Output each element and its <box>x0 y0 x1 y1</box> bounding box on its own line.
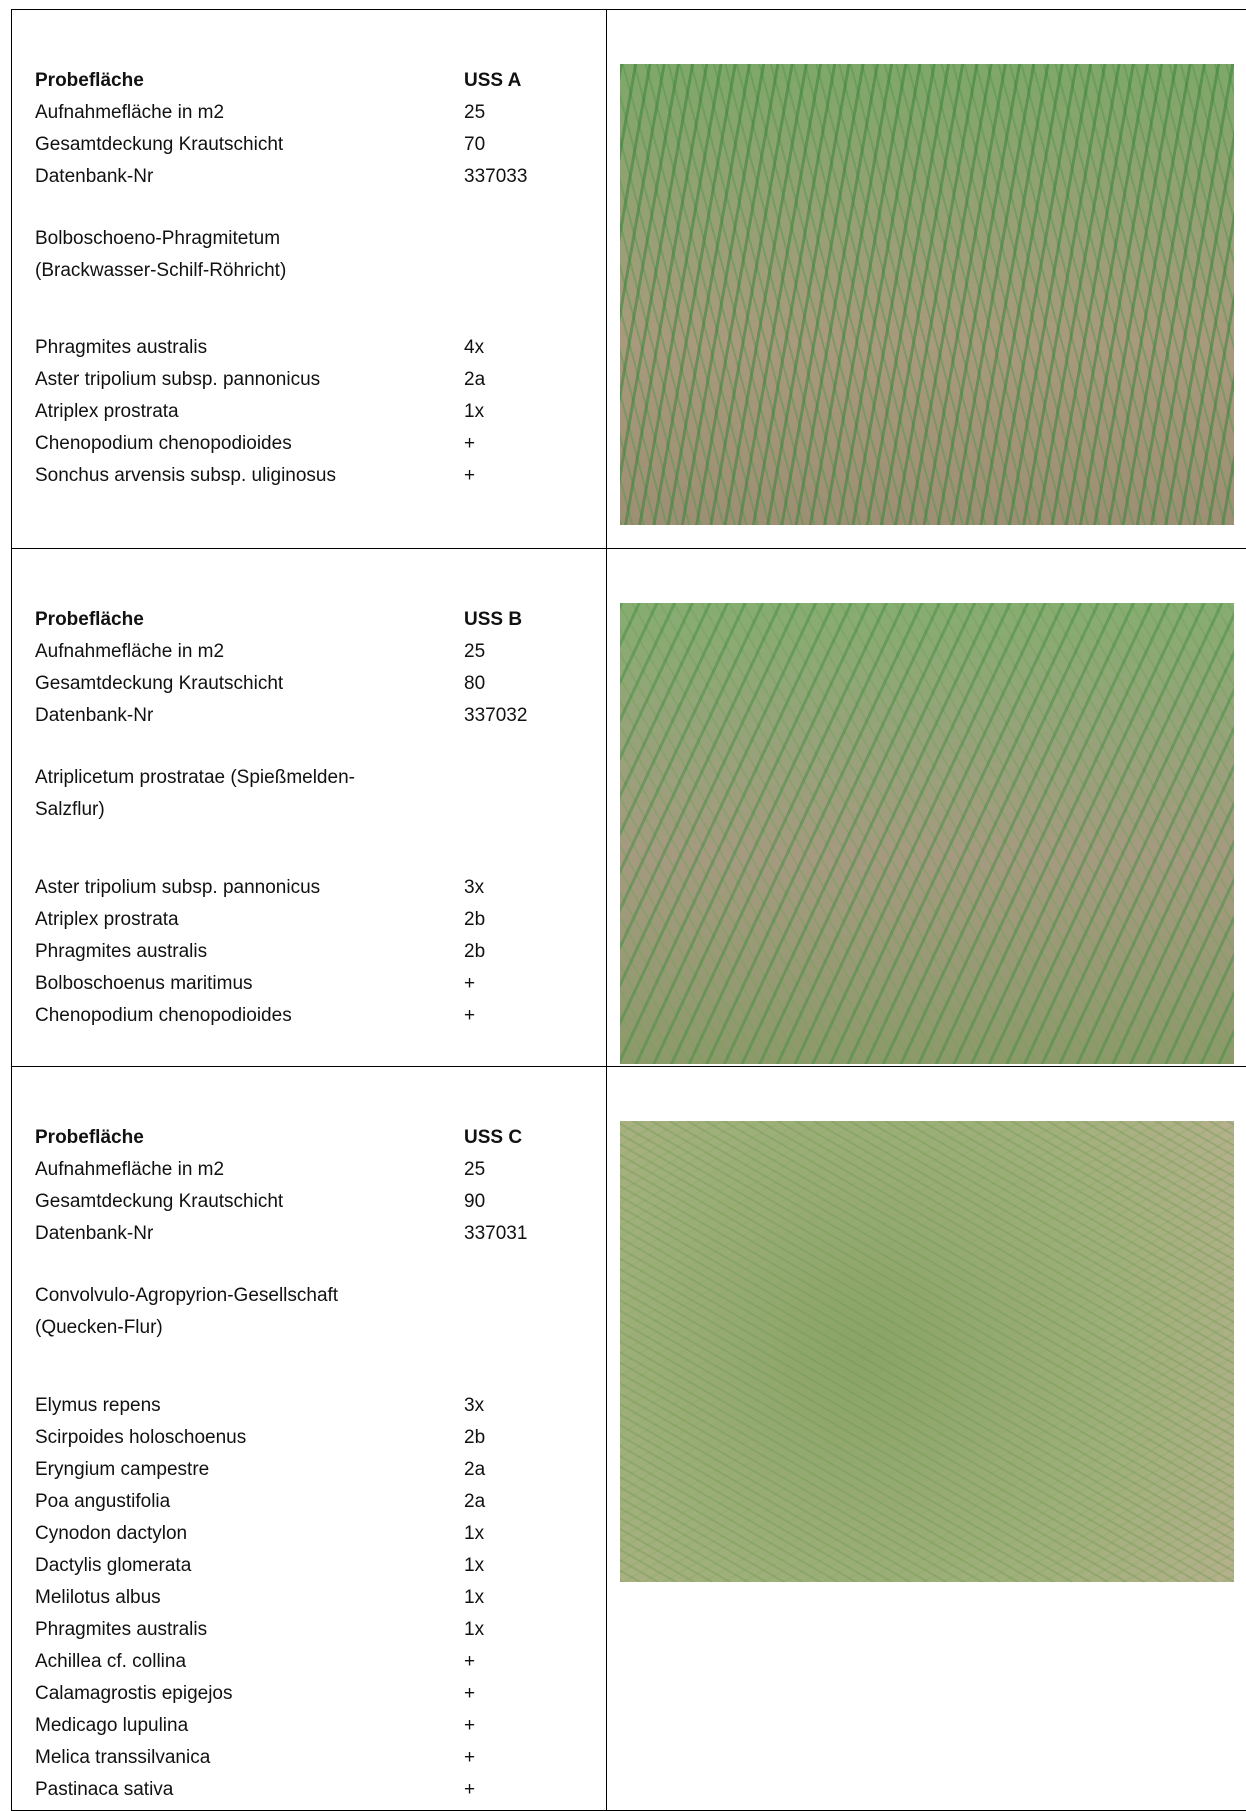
species-name: Chenopodium chenopodioides <box>35 1005 292 1026</box>
plot-row: Probefläche USS B Aufnahmefläche in m2 25 Ge… <box>11 548 1246 1067</box>
header-label: Gesamtdeckung Krautschicht <box>35 134 284 155</box>
species-cover: 2b <box>464 1427 486 1448</box>
species-cover: 1x <box>464 1587 485 1608</box>
species-name: Atriplex prostrata <box>35 909 179 930</box>
species-cover: 2a <box>464 369 486 390</box>
header-label: Probefläche <box>35 1127 144 1148</box>
header-label: Aufnahmefläche in m2 <box>35 102 225 123</box>
species-cover: + <box>464 1683 476 1704</box>
species-cover: 4x <box>464 337 485 358</box>
photo <box>620 1121 1234 1582</box>
header-value: USS C <box>464 1127 523 1148</box>
species-name: Phragmites australis <box>35 337 208 358</box>
species-cover: + <box>464 1651 476 1672</box>
header-value: 337031 <box>464 1223 528 1244</box>
species-cover: 3x <box>464 1395 485 1416</box>
species-cover: 1x <box>464 1555 485 1576</box>
species-name: Eryngium campestre <box>35 1459 210 1480</box>
header-value: 25 <box>464 1159 486 1180</box>
species-name: Dactylis glomerata <box>35 1555 192 1576</box>
header-value: 337033 <box>464 166 528 187</box>
column-divider <box>606 549 607 1066</box>
species-cover: + <box>464 433 476 454</box>
header-label: Datenbank-Nr <box>35 1223 154 1244</box>
species-name: Atriplex prostrata <box>35 401 179 422</box>
species-cover: + <box>464 1715 476 1736</box>
header-value: 25 <box>464 641 486 662</box>
species-name: Scirpoides holoschoenus <box>35 1427 247 1448</box>
header-label: Gesamtdeckung Krautschicht <box>35 673 284 694</box>
header-value: 25 <box>464 102 486 123</box>
species-name: Elymus repens <box>35 1395 161 1416</box>
community-name: Bolboschoeno-Phragmitetum <box>35 228 281 249</box>
species-cover: 1x <box>464 1619 485 1640</box>
header-value: 337032 <box>464 705 528 726</box>
header-value: 80 <box>464 673 486 694</box>
header-value: USS B <box>464 609 523 630</box>
photo <box>620 603 1234 1064</box>
species-name: Cynodon dactylon <box>35 1523 188 1544</box>
species-cover: 2a <box>464 1491 486 1512</box>
header-label: Probefläche <box>35 70 144 91</box>
species-name: Aster tripolium subsp. pannonicus <box>35 877 321 898</box>
header-value: 90 <box>464 1191 486 1212</box>
species-name: Achillea cf. collina <box>35 1651 187 1672</box>
header-value: USS A <box>464 70 522 91</box>
species-name: Aster tripolium subsp. pannonicus <box>35 369 321 390</box>
species-name: Pastinaca sativa <box>35 1779 174 1800</box>
header-label: Probefläche <box>35 609 144 630</box>
species-cover: + <box>464 465 476 486</box>
species-name: Medicago lupulina <box>35 1715 189 1736</box>
header-label: Aufnahmefläche in m2 <box>35 641 225 662</box>
photo <box>620 64 1234 525</box>
species-cover: 1x <box>464 401 485 422</box>
species-cover: 3x <box>464 877 485 898</box>
species-cover: 2a <box>464 1459 486 1480</box>
header-value: 70 <box>464 134 486 155</box>
species-cover: + <box>464 1779 476 1800</box>
species-name: Melica transsilvanica <box>35 1747 211 1768</box>
species-name: Poa angustifolia <box>35 1491 171 1512</box>
header-label: Datenbank-Nr <box>35 166 154 187</box>
species-name: Sonchus arvensis subsp. uliginosus <box>35 465 337 486</box>
community-name: Convolvulo-Agropyrion-Gesellschaft <box>35 1285 339 1306</box>
header-label: Aufnahmefläche in m2 <box>35 1159 225 1180</box>
species-cover: 2b <box>464 909 486 930</box>
column-divider <box>606 1067 607 1810</box>
plot-row: Probefläche USS A Aufnahmefläche in m2 25 Ge… <box>11 9 1246 549</box>
plot-row: Probefläche USS C Aufnahmefläche in m2 25 Ge… <box>11 1066 1246 1811</box>
community-name: (Brackwasser-Schilf-Röhricht) <box>35 260 287 281</box>
species-cover: 2b <box>464 941 486 962</box>
species-name: Melilotus albus <box>35 1587 161 1608</box>
species-name: Chenopodium chenopodioides <box>35 433 292 454</box>
species-name: Calamagrostis epigejos <box>35 1683 233 1704</box>
species-cover: + <box>464 1005 476 1026</box>
species-name: Phragmites australis <box>35 1619 208 1640</box>
header-label: Datenbank-Nr <box>35 705 154 726</box>
species-cover: 1x <box>464 1523 485 1544</box>
species-cover: + <box>464 1747 476 1768</box>
species-name: Phragmites australis <box>35 941 208 962</box>
community-name: (Quecken-Flur) <box>35 1317 163 1338</box>
community-name: Atriplicetum prostratae (Spießmelden- <box>35 767 355 788</box>
species-cover: + <box>464 973 476 994</box>
species-name: Bolboschoenus maritimus <box>35 973 253 994</box>
column-divider <box>606 10 607 548</box>
community-name: Salzflur) <box>35 799 105 820</box>
header-label: Gesamtdeckung Krautschicht <box>35 1191 284 1212</box>
